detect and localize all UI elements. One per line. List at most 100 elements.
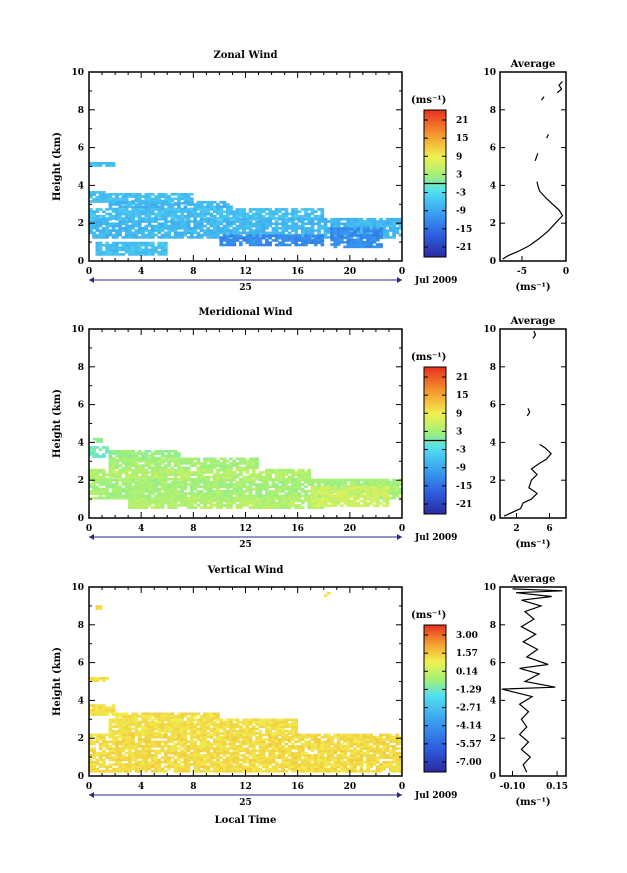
heatmap-cell: [183, 468, 188, 472]
heatmap-cell: [242, 490, 246, 493]
heatmap-cell: [238, 231, 243, 235]
heatmap-cell: [323, 493, 328, 496]
heatmap-cell: [118, 732, 123, 735]
heatmap-cell: [245, 217, 250, 221]
heatmap-cell: [222, 745, 227, 748]
heatmap-cell: [157, 192, 162, 196]
heatmap-cell: [95, 243, 100, 247]
heatmap-cell: [245, 464, 250, 467]
heatmap-cell: [317, 499, 321, 503]
heatmap-cell: [252, 758, 256, 762]
heatmap-cell: [173, 751, 178, 755]
heatmap-cell: [150, 501, 155, 505]
heatmap-cell: [271, 769, 276, 773]
heatmap-cell: [193, 492, 197, 495]
heatmap-cell: [128, 763, 132, 766]
heatmap-cell: [196, 203, 201, 206]
heatmap-cell: [229, 494, 233, 498]
heatmap-cell: [225, 473, 230, 477]
heatmap-cell: [206, 494, 211, 498]
heatmap-cell: [265, 217, 269, 221]
heatmap-cell: [196, 729, 201, 733]
heatmap-cell: [102, 754, 106, 757]
heatmap-cell: [320, 241, 325, 245]
heatmap-cell: [300, 473, 305, 477]
heatmap-cell: [98, 246, 103, 249]
heatmap-cell: [219, 718, 224, 722]
heatmap-cell: [284, 483, 289, 486]
heatmap-cell: [199, 733, 204, 737]
heatmap-cell: [353, 499, 357, 503]
heatmap-cell: [229, 767, 233, 771]
heatmap-cell: [300, 233, 305, 237]
heatmap-cell: [238, 499, 243, 503]
heatmap-cell: [242, 738, 246, 741]
heatmap-cell: [147, 208, 152, 211]
heatmap-cell: [193, 760, 197, 764]
heatmap-cell: [150, 769, 155, 773]
heatmap-cell: [261, 214, 266, 218]
heatmap-cell: [137, 205, 142, 209]
heatmap-cell: [177, 220, 181, 223]
heatmap-cell: [268, 236, 272, 240]
heatmap-cell: [255, 217, 259, 220]
heatmap-cell: [356, 487, 361, 491]
heatmap-cell: [180, 494, 184, 498]
heatmap-cell: [261, 475, 266, 479]
heatmap-cell: [199, 747, 204, 750]
heatmap-cell: [225, 459, 230, 463]
heatmap-cell: [183, 217, 188, 220]
heatmap-cell: [268, 723, 272, 726]
heatmap-cell: [170, 490, 175, 493]
heatmap-cell: [196, 462, 201, 465]
heatmap-cell: [212, 480, 217, 484]
heatmap-cell: [291, 729, 295, 733]
heatmap-cell: [108, 214, 113, 218]
heatmap-cell: [379, 480, 383, 484]
heatmap-cell: [163, 745, 168, 748]
heatmap-cell: [92, 193, 96, 197]
heatmap-cell: [346, 504, 351, 508]
heatmap-cell: [124, 480, 129, 484]
heatmap-cell: [209, 231, 214, 235]
heatmap-cell: [330, 231, 334, 235]
heatmap-cell: [89, 468, 93, 472]
heatmap-cell: [297, 224, 302, 228]
heatmap-cell: [219, 214, 224, 218]
heatmap-cell: [111, 217, 116, 220]
heatmap-cell: [180, 767, 184, 771]
heatmap-cell: [216, 478, 220, 482]
heatmap-cell: [320, 488, 325, 492]
heatmap-cell: [118, 222, 123, 226]
heatmap-cell: [108, 466, 113, 470]
heatmap-cell: [115, 735, 119, 739]
heatmap-cell: [229, 220, 233, 223]
heatmap-cell: [144, 712, 149, 716]
heatmap-cell: [105, 231, 109, 235]
heatmap-cell: [284, 494, 289, 498]
heatmap-cell: [95, 485, 100, 489]
heatmap-cell: [92, 767, 96, 771]
heatmap-cell: [144, 749, 149, 753]
heatmap-cell: [196, 712, 201, 716]
heatmap-cell: [356, 234, 361, 237]
heatmap-cell: [141, 718, 145, 722]
heatmap-cell: [199, 758, 204, 762]
heatmap-cell: [255, 718, 259, 722]
heatmap-cell: [327, 499, 331, 503]
heatmap-cell: [111, 210, 116, 214]
heatmap-cell: [193, 471, 197, 474]
heatmap-cell: [121, 738, 126, 741]
heatmap-cell: [271, 767, 276, 771]
heatmap-cell: [118, 758, 123, 762]
heatmap-cell: [199, 478, 204, 482]
heatmap-cell: [137, 480, 142, 484]
heatmap-cell: [229, 217, 233, 220]
heatmap-cell: [177, 725, 181, 729]
heatmap-cell: [163, 217, 168, 221]
heatmap-cell: [225, 203, 230, 206]
heatmap-cell: [131, 480, 136, 484]
heatmap-cell: [274, 478, 279, 482]
heatmap-cell: [108, 763, 113, 766]
heatmap-cell: [248, 499, 253, 503]
